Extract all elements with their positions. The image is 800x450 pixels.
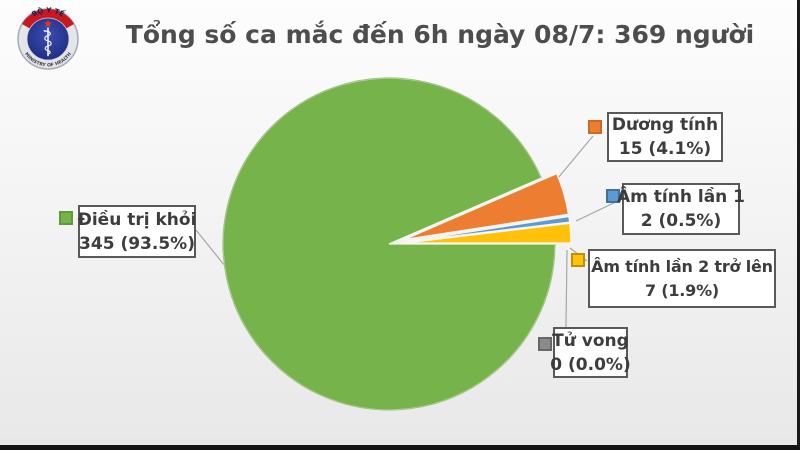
legend-value: 345 (93.5%) <box>79 233 195 254</box>
leader-line-dieu-tri-khoi <box>195 229 230 272</box>
logo-top-text: BỘ Y TẾ <box>31 6 67 19</box>
leader-lines <box>195 135 623 328</box>
pie-outer-rim <box>222 77 556 411</box>
legend-marker-duong-tinh <box>588 120 602 134</box>
pie-slice-0 <box>222 77 556 411</box>
legend-value: 0 (0.0%) <box>550 354 631 375</box>
page-title: Tổng số ca mắc đến 6h ngày 08/7: 369 ngư… <box>125 20 755 49</box>
pie-slices <box>222 77 572 411</box>
legend-value: 15 (4.1%) <box>618 139 712 159</box>
legend-box-tu-vong: Tử vong 0 (0.0%) <box>550 327 631 378</box>
leader-line-duong-tinh <box>557 135 594 179</box>
legend-value: 7 (1.9%) <box>644 280 720 300</box>
logo-staff-and-snake-icon <box>43 27 52 57</box>
leader-line-tu-vong <box>565 249 568 328</box>
legend-marker-dieu-tri-khoi <box>59 211 73 225</box>
pie-slice-1 <box>404 172 570 241</box>
right-edge-bar <box>797 0 800 450</box>
pie-slice-2 <box>404 215 571 243</box>
legend-marker-am-tinh-lan-1 <box>606 189 620 203</box>
legend-box-duong-tinh: Dương tính 15 (4.1%) <box>607 112 723 162</box>
legend-value: 2 (0.5%) <box>640 211 722 231</box>
legend-label: Âm tính lần 1 <box>617 187 746 207</box>
bottom-edge-bar <box>0 445 800 450</box>
legend-marker-am-tinh-lan-2 <box>571 253 585 267</box>
legend-box-am-tinh-lan-1: Âm tính lần 1 2 (0.5%) <box>617 183 745 235</box>
legend-label: Điều trị khỏi <box>77 209 197 230</box>
legend-label: Dương tính <box>611 115 719 135</box>
logo-star-icon <box>43 19 53 28</box>
legend-box-dieu-tri-khoi: Điều trị khỏi 345 (93.5%) <box>78 205 196 258</box>
ministry-of-health-logo: BỘ Y TẾ MINISTRY OF HEALTH <box>12 4 84 76</box>
legend-marker-tu-vong <box>538 337 552 351</box>
logo-red-band <box>22 9 74 29</box>
legend-box-am-tinh-lan-2: Âm tính lần 2 trở lên 7 (1.9%) <box>588 249 776 308</box>
ministry-of-health-emblem: BỘ Y TẾ MINISTRY OF HEALTH <box>17 6 79 70</box>
legend-label: Tử vong <box>552 330 629 351</box>
legend-label: Âm tính lần 2 trở lên <box>591 256 773 276</box>
pie-slice-3 <box>404 222 572 244</box>
